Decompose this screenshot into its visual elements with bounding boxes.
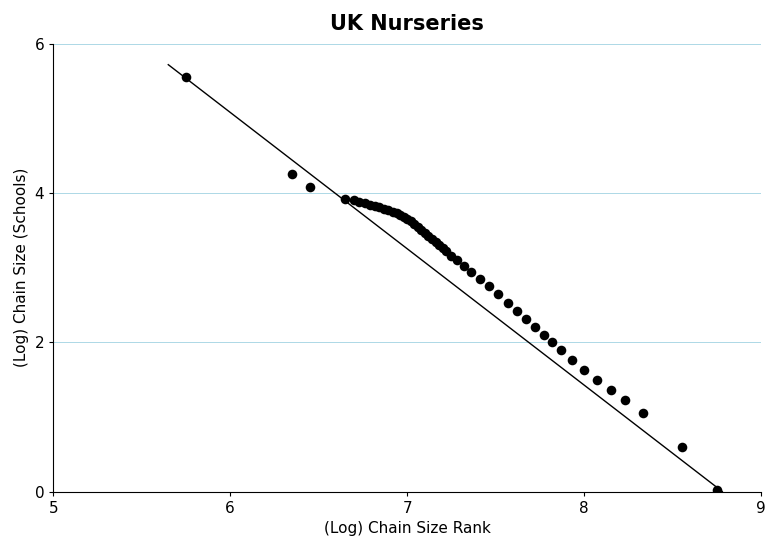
Point: [408, 220, 420, 229]
Point: [405, 217, 417, 226]
Point: [419, 229, 431, 238]
Point: [390, 209, 402, 218]
Point: [528, 322, 541, 331]
Point: [426, 235, 438, 244]
Point: [415, 226, 427, 235]
Point: [711, 486, 723, 494]
Point: [353, 197, 366, 206]
Point: [303, 183, 316, 191]
Point: [436, 244, 448, 252]
Point: [555, 346, 568, 355]
Point: [502, 298, 514, 307]
Point: [348, 196, 360, 205]
Point: [590, 375, 603, 384]
Title: UK Nurseries: UK Nurseries: [330, 14, 484, 34]
Point: [433, 241, 445, 250]
Point: [286, 170, 299, 179]
Point: [604, 386, 617, 394]
Point: [359, 199, 371, 208]
Point: [381, 206, 394, 214]
Point: [373, 203, 385, 212]
Point: [440, 247, 452, 256]
Point: [636, 409, 649, 417]
Point: [491, 289, 504, 298]
Point: [482, 282, 495, 291]
Y-axis label: (Log) Chain Size (Schools): (Log) Chain Size (Schools): [14, 168, 29, 367]
Point: [511, 306, 523, 315]
Point: [429, 238, 441, 247]
Point: [369, 202, 381, 211]
Point: [412, 223, 424, 232]
Point: [619, 396, 631, 405]
Point: [473, 274, 486, 283]
Point: [363, 201, 376, 210]
Point: [339, 195, 352, 204]
Point: [451, 256, 463, 265]
Point: [445, 251, 458, 260]
Point: [394, 210, 406, 219]
Point: [179, 73, 192, 82]
Point: [566, 356, 578, 365]
Point: [398, 212, 410, 221]
Point: [465, 268, 477, 277]
Point: [519, 315, 532, 323]
Point: [578, 366, 590, 375]
Point: [378, 204, 391, 213]
Point: [422, 232, 434, 241]
Point: [387, 207, 399, 216]
Point: [458, 262, 470, 271]
Point: [401, 214, 413, 223]
Point: [675, 442, 688, 451]
X-axis label: (Log) Chain Size Rank: (Log) Chain Size Rank: [324, 521, 491, 536]
Point: [537, 331, 550, 339]
Point: [546, 338, 558, 346]
